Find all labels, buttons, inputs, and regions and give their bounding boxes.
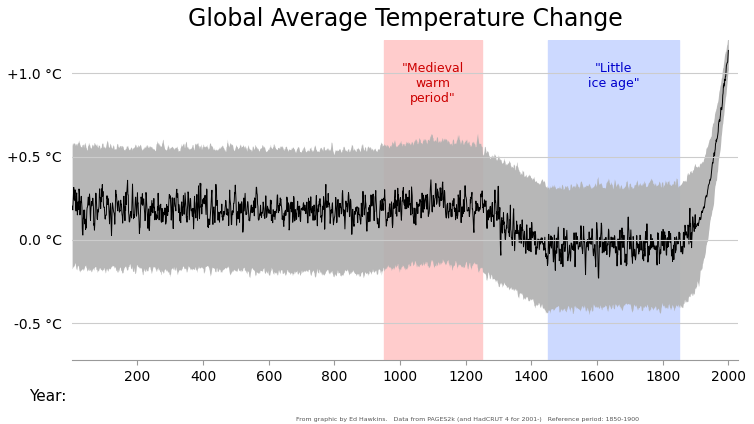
Bar [548, 40, 679, 360]
Text: From graphic by Ed Hawkins.   Data from PAGES2k (and HadCRUT 4 for 2001-)   Refe: From graphic by Ed Hawkins. Data from PA… [296, 417, 639, 422]
Bar [384, 40, 482, 360]
Text: "Medieval
warm
period": "Medieval warm period" [402, 62, 464, 105]
Text: "Little
ice age": "Little ice age" [587, 62, 639, 90]
Title: Global Average Temperature Change: Global Average Temperature Change [188, 7, 623, 31]
Text: Year:: Year: [29, 389, 66, 404]
